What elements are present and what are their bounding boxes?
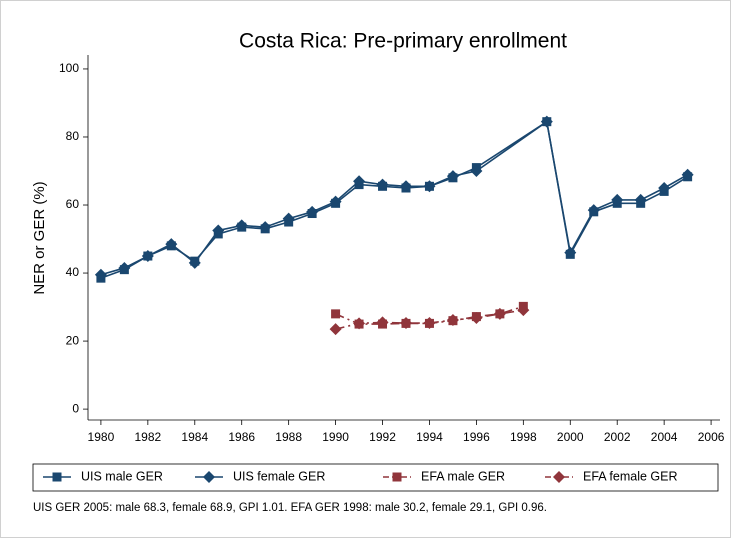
marker	[52, 472, 62, 482]
y-axis-label: NER or GER (%)	[31, 181, 48, 294]
legend-label: EFA male GER	[421, 469, 505, 483]
marker	[493, 307, 506, 320]
y-tick-label: 40	[66, 265, 80, 279]
x-tick-label: 1980	[88, 430, 115, 444]
marker	[423, 180, 436, 193]
marker	[399, 317, 412, 330]
marker	[94, 268, 107, 281]
marker	[353, 175, 366, 188]
marker	[259, 221, 272, 234]
marker	[282, 212, 295, 225]
marker	[306, 205, 319, 218]
x-tick-label: 2000	[557, 430, 584, 444]
legend-label: UIS male GER	[81, 469, 163, 483]
marker	[392, 472, 402, 482]
x-tick-label: 2002	[604, 430, 631, 444]
y-tick-label: 0	[72, 401, 79, 415]
marker	[141, 250, 154, 263]
y-tick-label: 60	[66, 197, 80, 211]
marker	[203, 471, 215, 483]
marker	[681, 168, 694, 181]
marker	[331, 309, 341, 319]
footnote: UIS GER 2005: male 68.3, female 68.9, GP…	[33, 502, 547, 514]
marker	[517, 304, 530, 317]
legend-label: EFA female GER	[583, 469, 677, 483]
marker	[553, 471, 565, 483]
marker	[329, 195, 342, 208]
marker	[611, 193, 624, 206]
y-tick-label: 20	[66, 333, 80, 347]
y-tick-label: 100	[59, 61, 79, 75]
x-tick-label: 1986	[228, 430, 255, 444]
marker	[540, 115, 553, 128]
marker	[118, 261, 131, 274]
marker	[470, 164, 483, 177]
x-tick-label: 1982	[134, 430, 161, 444]
marker	[376, 178, 389, 191]
marker	[470, 311, 483, 324]
marker	[235, 219, 248, 232]
marker	[376, 316, 389, 329]
legend-label: UIS female GER	[233, 469, 325, 483]
x-tick-label: 1988	[275, 430, 302, 444]
x-tick-label: 1996	[463, 430, 490, 444]
marker	[446, 170, 459, 183]
x-tick-label: 1984	[181, 430, 208, 444]
marker	[165, 238, 178, 251]
x-tick-label: 1998	[510, 430, 537, 444]
x-tick-label: 1990	[322, 430, 349, 444]
marker	[634, 193, 647, 206]
x-tick-label: 1992	[369, 430, 396, 444]
marker	[587, 204, 600, 217]
marker	[564, 246, 577, 259]
chart-title: Costa Rica: Pre-primary enrollment	[239, 30, 567, 53]
marker	[353, 317, 366, 330]
marker	[658, 182, 671, 195]
marker	[329, 323, 342, 336]
x-tick-label: 2004	[651, 430, 678, 444]
x-tick-label: 2006	[698, 430, 725, 444]
marker	[399, 180, 412, 193]
marker	[212, 224, 225, 237]
y-tick-label: 80	[66, 129, 80, 143]
legend-box	[32, 463, 719, 492]
marker	[423, 317, 436, 330]
marker	[446, 313, 459, 326]
marker	[188, 256, 201, 269]
x-tick-label: 1994	[416, 430, 443, 444]
series-line	[335, 309, 524, 330]
